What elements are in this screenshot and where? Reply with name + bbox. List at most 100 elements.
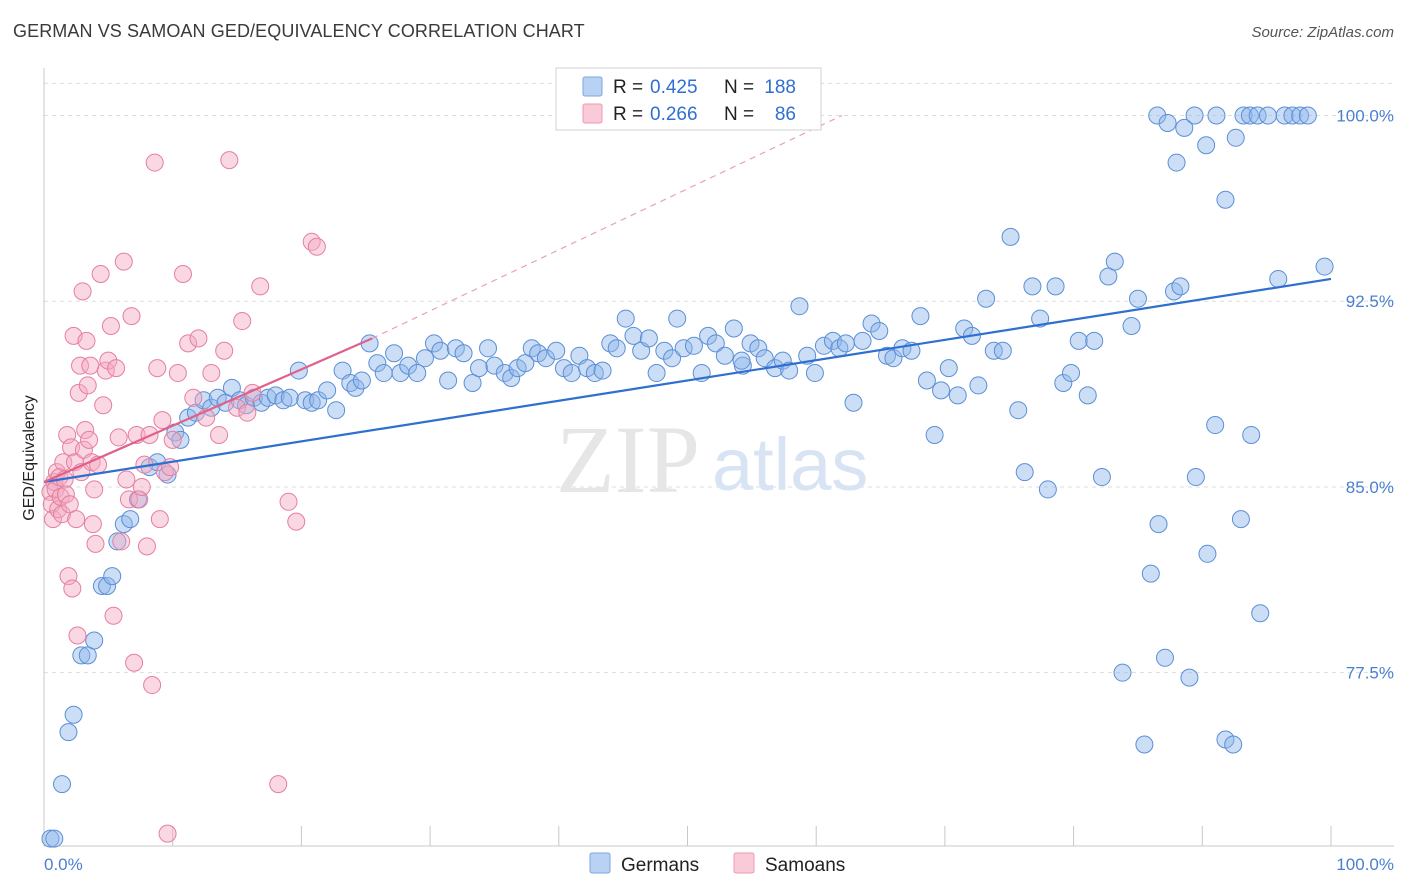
- legend-r-value-samoans: 0.266: [650, 104, 698, 125]
- german-point: [108, 532, 127, 551]
- samoan-point: [150, 510, 169, 529]
- bottom-legend-label-germans: Germans: [621, 855, 699, 876]
- samoan-point: [189, 329, 208, 348]
- german-point: [1298, 106, 1317, 125]
- german-point: [1240, 106, 1259, 125]
- german-point: [103, 567, 122, 586]
- samoan-point: [78, 376, 97, 395]
- x-tick-label-min: 0.0%: [44, 855, 83, 874]
- samoan-point: [71, 356, 90, 375]
- german-point: [1149, 515, 1168, 534]
- german-point: [1031, 309, 1050, 328]
- samoan-point: [125, 653, 144, 672]
- german-point: [352, 371, 371, 390]
- german-point: [1231, 510, 1250, 529]
- samoan-point: [99, 351, 118, 370]
- y-tick-label: 92.5%: [1346, 292, 1394, 311]
- german-point: [844, 393, 863, 412]
- german-point: [1291, 106, 1310, 125]
- samoan-point: [91, 265, 110, 283]
- german-point: [327, 401, 346, 420]
- samoan-point: [63, 579, 82, 598]
- german-point: [1167, 153, 1186, 172]
- german-point: [408, 364, 427, 383]
- german-point: [98, 577, 117, 595]
- german-point: [547, 341, 566, 360]
- german-point: [1141, 564, 1160, 583]
- y-tick-labels: 77.5% 85.0% 92.5% 100.0%: [1336, 107, 1394, 683]
- samoan-point: [220, 151, 239, 170]
- german-point: [715, 346, 734, 365]
- source-label: Source: ZipAtlas.com: [1251, 24, 1394, 41]
- bottom-legend-swatch-samoans: [733, 852, 755, 874]
- german-point: [454, 344, 473, 363]
- german-point: [1248, 106, 1267, 125]
- german-point: [1258, 106, 1277, 125]
- legend-bottom: Germans Samoans: [589, 852, 845, 876]
- german-point: [516, 354, 535, 373]
- german-point: [1122, 317, 1141, 335]
- german-point: [1092, 468, 1111, 487]
- german-point: [59, 723, 78, 742]
- german-point: [1206, 416, 1225, 435]
- y-tick-label: 85.0%: [1346, 478, 1394, 497]
- german-point: [939, 359, 958, 378]
- samoan-point: [279, 492, 298, 511]
- trend-lines: [43, 114, 1332, 484]
- legend-top: R = 0.425 N = 188 R = 0.266 N = 86: [555, 67, 822, 131]
- german-point: [470, 359, 489, 378]
- german-point: [674, 339, 693, 358]
- samoan-point: [112, 532, 131, 551]
- grid-lines: [44, 82, 1394, 674]
- german-point: [932, 381, 951, 400]
- german-point: [655, 341, 674, 360]
- german-point: [1069, 331, 1088, 350]
- german-point: [624, 326, 643, 345]
- german-point: [1148, 106, 1167, 125]
- german-point: [318, 381, 337, 400]
- samoan-point: [86, 534, 105, 553]
- samoan-point: [143, 676, 162, 695]
- german-point: [607, 339, 626, 358]
- samoan-point: [158, 824, 177, 843]
- german-point: [415, 349, 434, 368]
- series-samoans: [41, 151, 326, 843]
- german-point: [593, 361, 612, 380]
- german-point: [948, 386, 967, 405]
- samoan-point: [173, 265, 192, 283]
- samoan-point: [109, 428, 128, 447]
- german-point: [1009, 401, 1028, 420]
- samoan-point: [67, 510, 86, 529]
- samoan-point: [81, 356, 100, 375]
- samoan-point: [83, 515, 102, 534]
- german-point: [1113, 663, 1132, 682]
- german-point: [485, 356, 504, 375]
- german-point: [424, 334, 443, 353]
- samoan-point: [119, 490, 138, 509]
- german-point: [1275, 106, 1294, 125]
- german-point: [639, 329, 658, 348]
- german-point: [374, 364, 393, 383]
- samoan-point: [210, 425, 229, 444]
- german-point: [1315, 257, 1334, 276]
- german-point: [45, 829, 64, 848]
- samoan-point: [184, 388, 203, 407]
- samoan-trend-line: [43, 337, 373, 484]
- german-point: [724, 319, 743, 338]
- german-point: [1001, 227, 1020, 246]
- samoan-point: [80, 430, 99, 449]
- legend-n-value-germans: 188: [764, 77, 796, 98]
- german-point: [663, 349, 682, 368]
- samoan-point: [238, 403, 257, 422]
- german-point: [463, 373, 482, 392]
- samoan-point: [69, 383, 88, 402]
- german-point: [1038, 480, 1057, 499]
- samoan-point: [302, 232, 321, 251]
- german-point: [431, 341, 450, 360]
- german-point: [984, 341, 1003, 360]
- samoan-point: [53, 505, 72, 524]
- samoan-point: [307, 237, 326, 256]
- german-point: [790, 297, 809, 316]
- german-point: [917, 371, 936, 390]
- german-point: [1186, 468, 1205, 487]
